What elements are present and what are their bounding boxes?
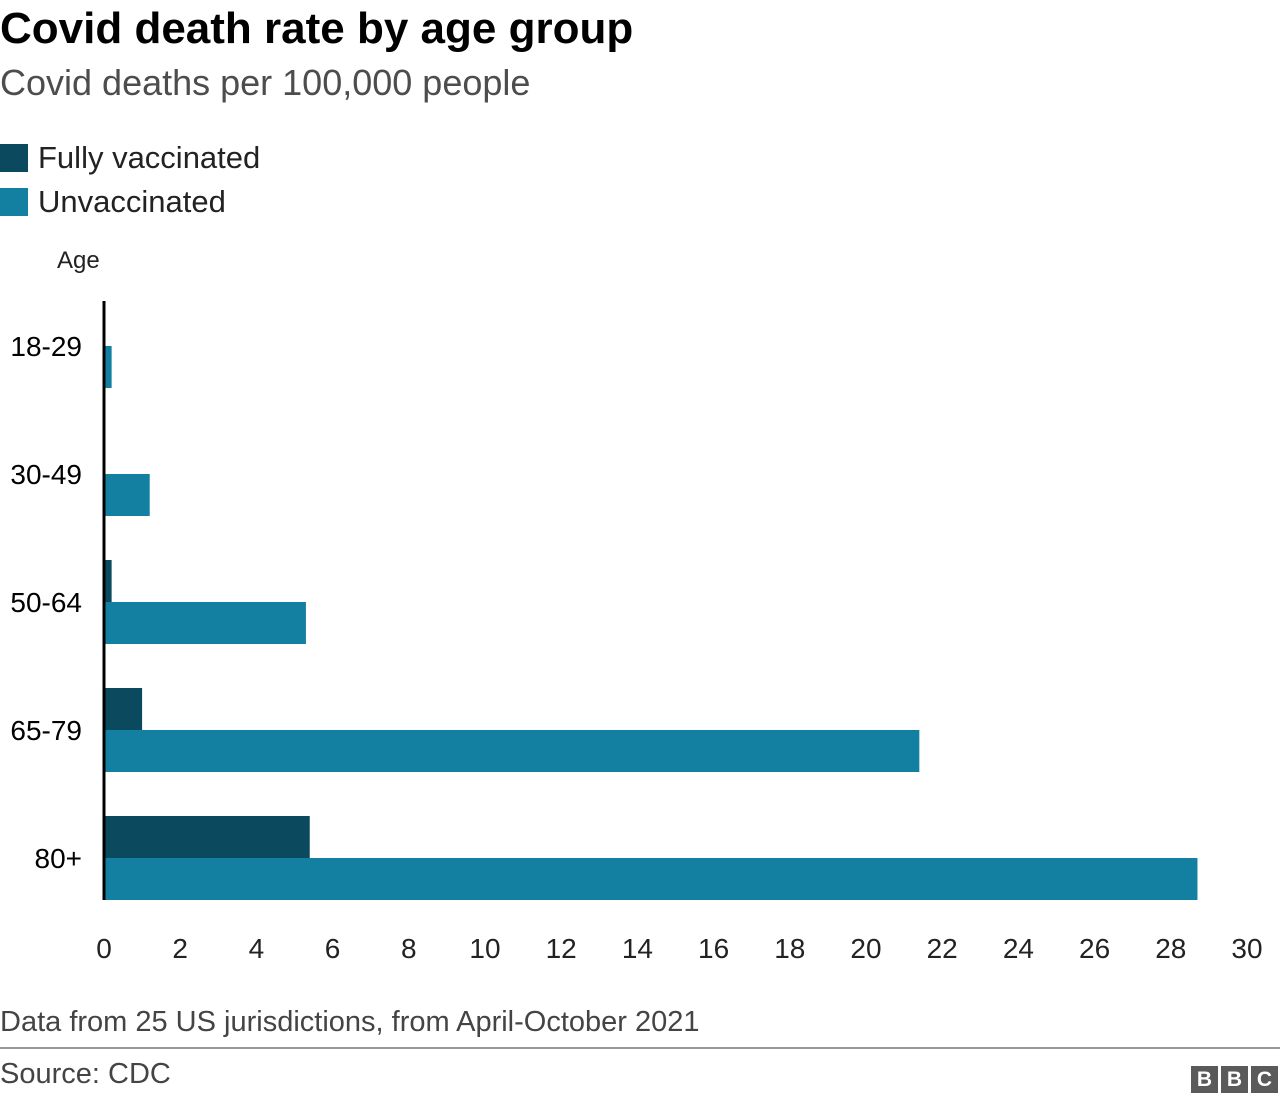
- source-credit: Source: CDC: [0, 1058, 171, 1090]
- bar-unvaccinated-18-29: [104, 346, 112, 388]
- x-tick-label: 28: [1155, 933, 1186, 964]
- chart-note: Data from 25 US jurisdictions, from Apri…: [0, 1006, 700, 1038]
- legend-item-fully-vaccinated: Fully vaccinated: [0, 136, 260, 180]
- chart-title: Covid death rate by age group: [0, 4, 634, 53]
- legend: Fully vaccinated Unvaccinated: [0, 136, 260, 224]
- x-tick-label: 0: [96, 933, 112, 964]
- footer-divider: [0, 1047, 1280, 1049]
- x-tick-label: 10: [469, 933, 500, 964]
- bar-unvaccinated-30-49: [104, 474, 150, 516]
- y-tick-label: 30-49: [10, 459, 82, 490]
- x-tick-label: 26: [1079, 933, 1110, 964]
- legend-item-unvaccinated: Unvaccinated: [0, 180, 260, 224]
- legend-label-fully-vaccinated: Fully vaccinated: [38, 140, 261, 175]
- bbc-logo-block: B: [1221, 1066, 1248, 1093]
- legend-label-unvaccinated: Unvaccinated: [38, 184, 226, 219]
- x-tick-label: 30: [1231, 933, 1262, 964]
- y-tick-label: 65-79: [10, 715, 82, 746]
- bar-unvaccinated-50-64: [104, 602, 306, 644]
- x-tick-label: 12: [546, 933, 577, 964]
- y-tick-label: 50-64: [10, 587, 82, 618]
- y-axis-label: Age: [57, 247, 100, 274]
- y-tick-label: 18-29: [10, 331, 82, 362]
- bar-fully-vaccinated-65-79: [104, 688, 143, 730]
- bbc-logo: B B C: [1191, 1066, 1278, 1093]
- chart-subtitle: Covid deaths per 100,000 people: [0, 62, 531, 103]
- x-tick-label: 6: [325, 933, 341, 964]
- x-tick-label: 14: [622, 933, 653, 964]
- legend-swatch-unvaccinated: [0, 188, 28, 216]
- x-tick-label: 2: [172, 933, 188, 964]
- x-tick-label: 16: [698, 933, 729, 964]
- x-tick-label: 24: [1003, 933, 1034, 964]
- x-tick-label: 18: [774, 933, 805, 964]
- bar-fully-vaccinated-80+: [104, 816, 310, 858]
- x-tick-label: 8: [401, 933, 417, 964]
- bar-unvaccinated-65-79: [104, 730, 920, 772]
- x-tick-label: 20: [850, 933, 881, 964]
- bbc-logo-block: B: [1191, 1066, 1218, 1093]
- bbc-logo-block: C: [1251, 1066, 1278, 1093]
- bar-unvaccinated-80+: [104, 858, 1198, 900]
- bar-fully-vaccinated-50-64: [104, 560, 112, 602]
- x-tick-label: 22: [927, 933, 958, 964]
- legend-swatch-fully-vaccinated: [0, 144, 28, 172]
- y-tick-label: 80+: [35, 843, 83, 874]
- x-tick-label: 4: [249, 933, 265, 964]
